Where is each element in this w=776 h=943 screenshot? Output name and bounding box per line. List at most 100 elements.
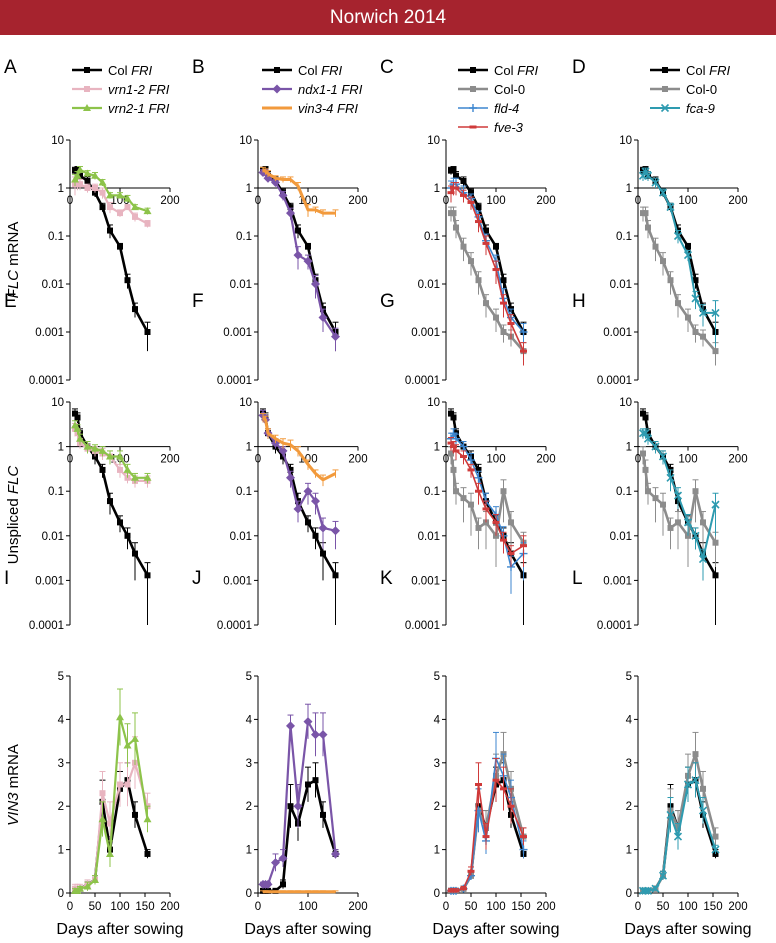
y-axis-title-flc-mrna-part: FLC	[5, 270, 22, 299]
legend-marker	[274, 67, 280, 73]
data-point	[305, 781, 311, 788]
data-point	[475, 489, 482, 493]
y-tick-label: 5	[58, 671, 64, 683]
data-point	[132, 811, 138, 818]
data-point	[452, 889, 460, 893]
series-vrn2-1-fri	[71, 420, 152, 484]
data-point	[116, 191, 124, 199]
x-tick-label: 150	[511, 901, 530, 913]
panel-label: F	[192, 291, 204, 312]
legend-label: vin3-4 FRI	[298, 101, 358, 116]
title-banner: Norwich 2014	[0, 0, 776, 35]
legend-label-italic: fca-9	[686, 101, 715, 116]
x-tick-label: 100	[678, 454, 697, 466]
data-point	[117, 519, 123, 526]
data-point	[642, 466, 649, 473]
data-point	[500, 301, 507, 305]
data-point	[91, 444, 99, 452]
legend-marker	[84, 67, 90, 73]
series-vin3-4-fri	[260, 413, 339, 487]
y-tick-label: 0.001	[223, 327, 252, 339]
data-point	[698, 555, 708, 564]
data-point	[293, 250, 303, 260]
data-point	[71, 175, 79, 183]
x-tick-label: 0	[255, 195, 261, 207]
y-tick-label: 0.001	[411, 327, 440, 339]
data-point	[460, 887, 467, 891]
data-point	[99, 189, 106, 196]
panel-label: H	[572, 291, 586, 312]
data-point	[320, 811, 326, 818]
x-tick-label: 0	[635, 901, 641, 913]
series-fve-3	[447, 182, 527, 366]
data-point	[311, 730, 320, 740]
data-point	[452, 186, 460, 190]
data-point	[460, 495, 467, 502]
series-fca-9	[638, 762, 720, 895]
data-point	[123, 194, 132, 202]
y-tick-label: 1	[434, 845, 440, 857]
y-tick-label: 0.1	[424, 231, 440, 243]
legend-label-italic: vin3-4 FRI	[298, 101, 358, 116]
x-tick-label: 100	[110, 901, 129, 913]
y-tick-label: 1	[246, 442, 252, 454]
x-tick-label: 100	[678, 901, 697, 913]
legend-label-italic: FRI	[321, 63, 342, 78]
data-point	[673, 491, 683, 500]
y-tick-label: 2	[434, 801, 440, 813]
data-point	[98, 446, 107, 454]
y-tick-label: 0.01	[42, 279, 64, 291]
data-point	[468, 501, 474, 508]
y-tick-label: 1	[434, 442, 440, 454]
x-tick-label: 200	[536, 901, 555, 913]
data-point	[475, 277, 482, 284]
data-point	[271, 178, 280, 188]
legend-marker	[662, 67, 668, 73]
y-tick-label: 0.1	[236, 486, 252, 498]
data-point	[92, 185, 98, 191]
legend-c: Col FRI Col-0 fld-4 fve-3	[458, 63, 538, 135]
legend-label: Col FRI	[298, 63, 342, 78]
legend-label: vrn2-1 FRI	[108, 101, 170, 116]
y-tick-label: 0.001	[35, 575, 64, 587]
y-tick-label: 1	[434, 183, 440, 195]
y-tick-label: 0.1	[616, 231, 632, 243]
data-point	[700, 519, 706, 526]
data-point	[640, 450, 646, 457]
legend-label-plain: Col-0	[686, 82, 717, 97]
data-point	[507, 322, 515, 326]
data-point	[107, 204, 113, 211]
y-tick-label: 5	[626, 671, 632, 683]
y-tick-label: 0.1	[616, 486, 632, 498]
legend-a: Col FRI vrn1-2 FRI vrn2-1 FRI	[72, 63, 170, 116]
series-line	[451, 757, 525, 892]
series-col-0	[640, 206, 719, 366]
y-tick-label: 0.001	[35, 327, 64, 339]
y-axis-title-vin3-mrna-part: mRNA	[5, 744, 22, 792]
y-tick-label: 10	[427, 397, 440, 409]
panel-label: E	[4, 291, 17, 312]
data-point	[117, 781, 123, 788]
y-tick-label: 0.0001	[597, 620, 632, 632]
y-tick-label: 3	[58, 758, 64, 770]
panel-j: 0 1 2 3 4 5 0 100 200 Days after sowing J	[192, 568, 372, 938]
data-point	[83, 442, 92, 450]
data-point	[475, 524, 482, 531]
data-point	[683, 251, 693, 260]
data-point	[675, 519, 681, 526]
y-tick-label: 0.1	[236, 231, 252, 243]
y-tick-label: 0.0001	[597, 375, 632, 387]
data-point	[144, 220, 151, 227]
data-point	[475, 204, 482, 211]
x-tick-label: 0	[67, 195, 73, 207]
data-point	[666, 203, 675, 212]
data-point	[278, 190, 288, 200]
data-point	[106, 849, 114, 857]
x-tick-label: 200	[348, 901, 367, 913]
data-point	[117, 243, 123, 250]
x-tick-label: 100	[298, 901, 317, 913]
data-point	[683, 780, 693, 789]
